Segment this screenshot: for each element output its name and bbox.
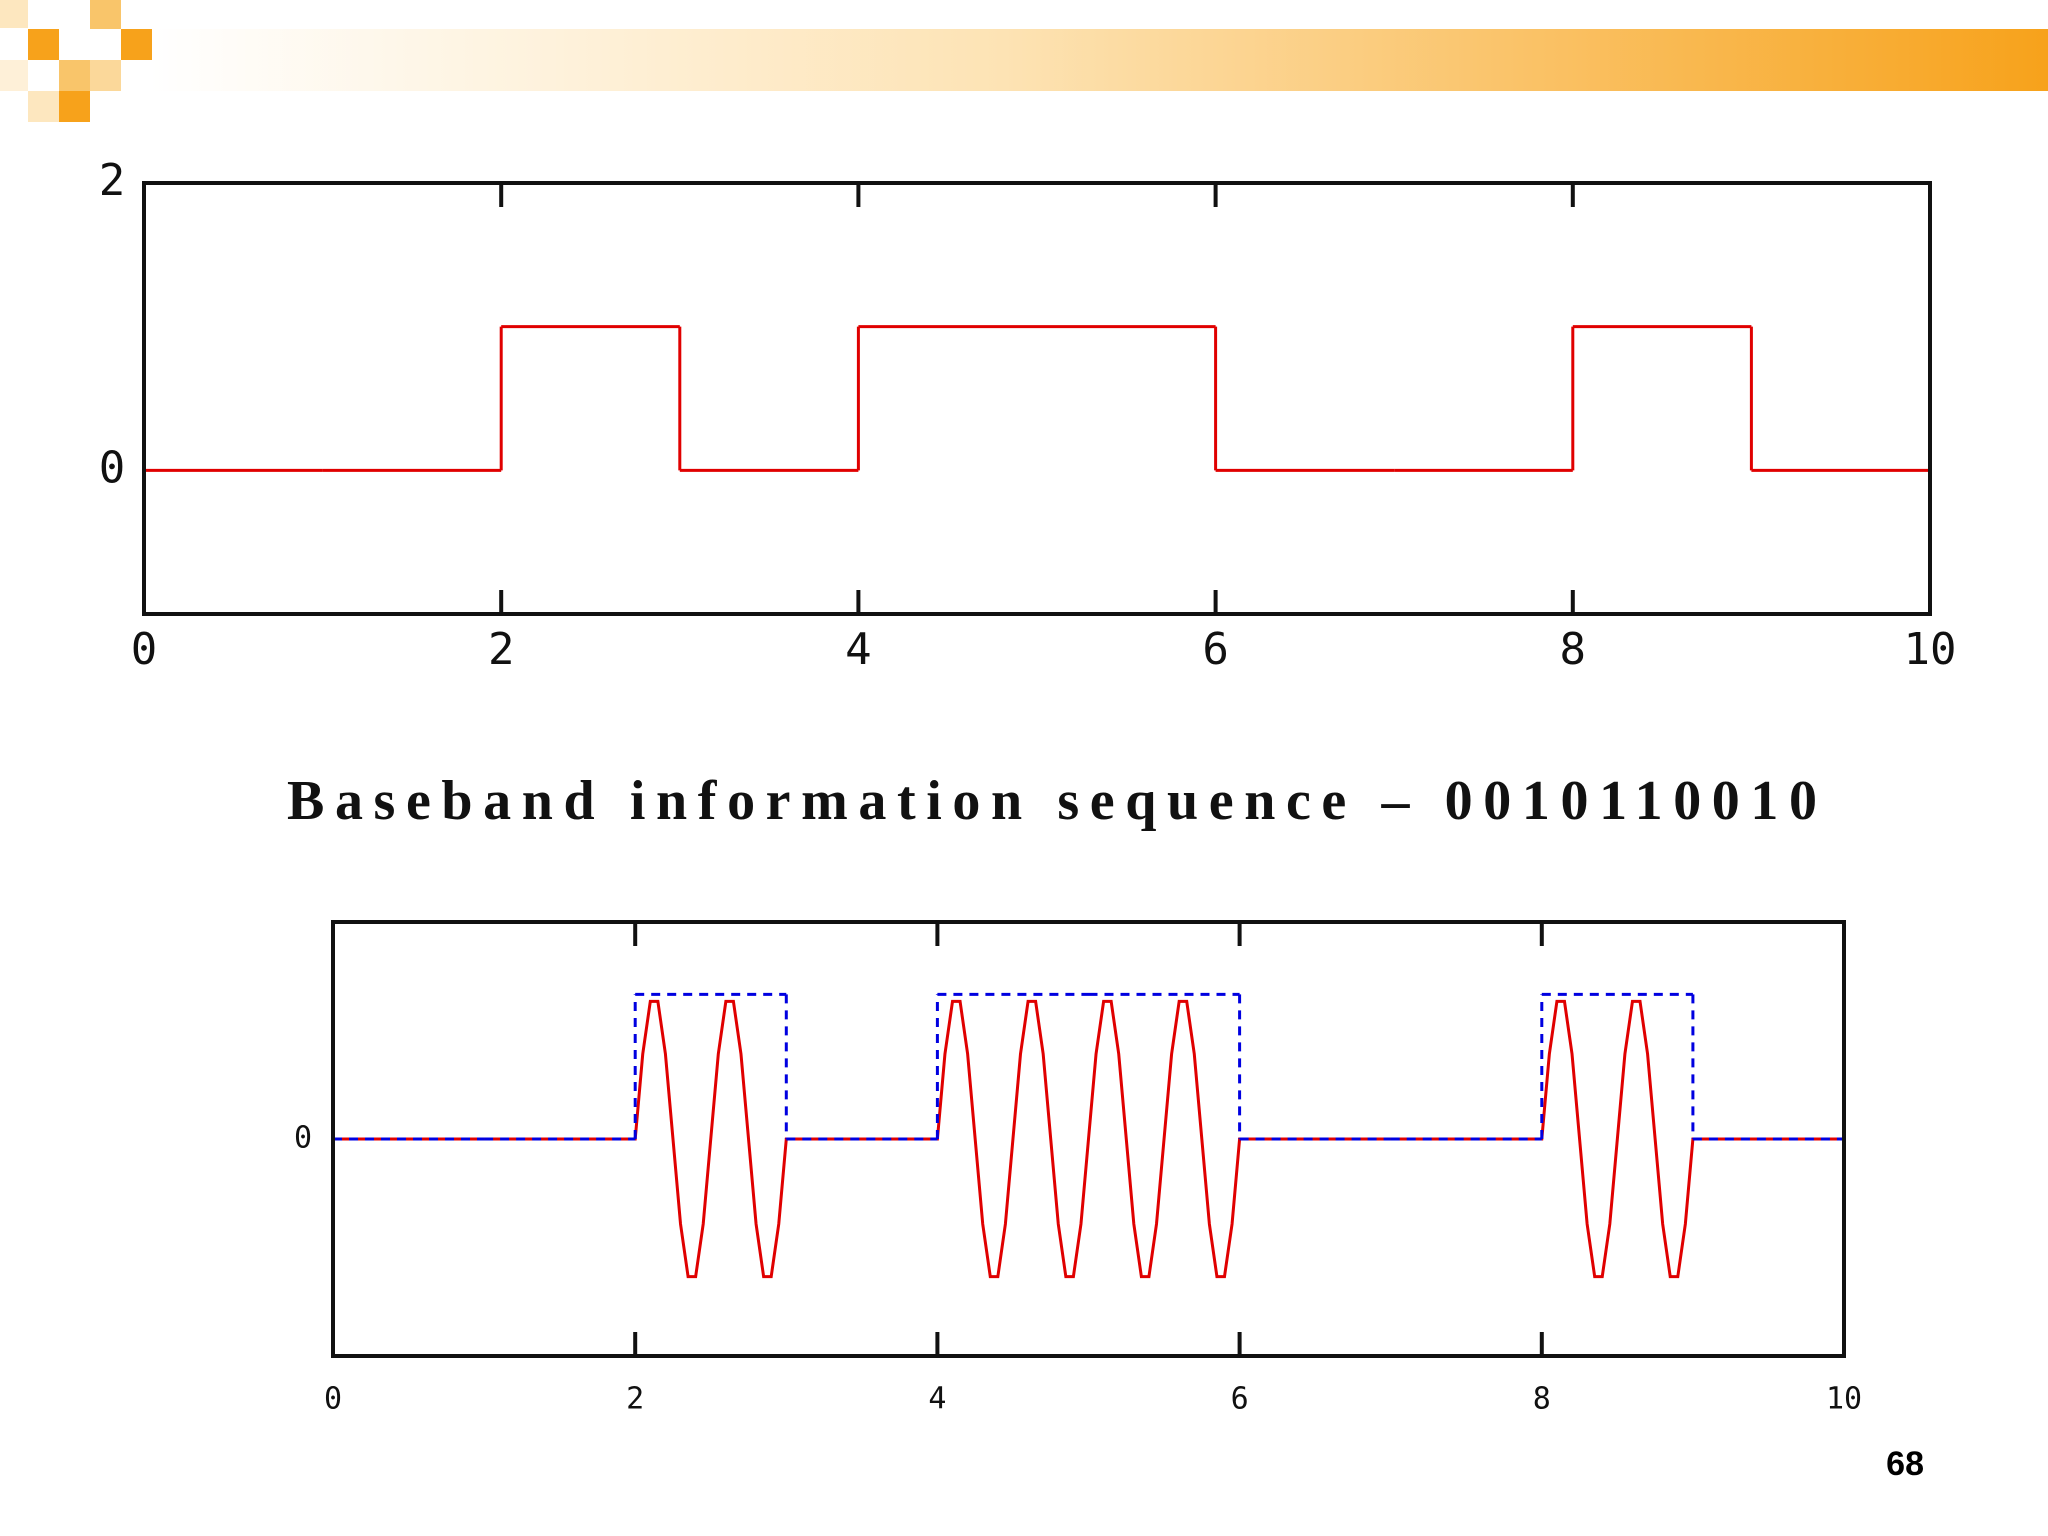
- x-tick-label: 8: [1533, 1382, 1551, 1417]
- plot-frame: [142, 181, 1932, 616]
- x-tick-label: 2: [626, 1382, 644, 1417]
- x-tick-label: 0: [131, 624, 158, 675]
- y-tick-label: 0: [99, 442, 126, 493]
- x-tick-label: 10: [1826, 1382, 1862, 1417]
- caption: Baseband information sequence – 00101100…: [287, 770, 1817, 832]
- x-tick-label: 2: [488, 624, 515, 675]
- x-tick-label: 8: [1560, 624, 1587, 675]
- signal-line: [333, 999, 1844, 1279]
- x-tick-label: 6: [1202, 624, 1229, 675]
- x-tick-label: 4: [845, 624, 872, 675]
- x-tick-label: 0: [324, 1382, 342, 1417]
- header-decoration: [0, 0, 2048, 122]
- plot-frame: [331, 920, 1846, 1358]
- x-tick-label: 10: [1904, 624, 1957, 675]
- x-tick-label: 6: [1231, 1382, 1249, 1417]
- y-tick-label: 2: [99, 155, 126, 206]
- x-tick-label: 4: [928, 1382, 946, 1417]
- y-tick-label: 0: [294, 1121, 312, 1156]
- page-number: 68: [1886, 1445, 1924, 1483]
